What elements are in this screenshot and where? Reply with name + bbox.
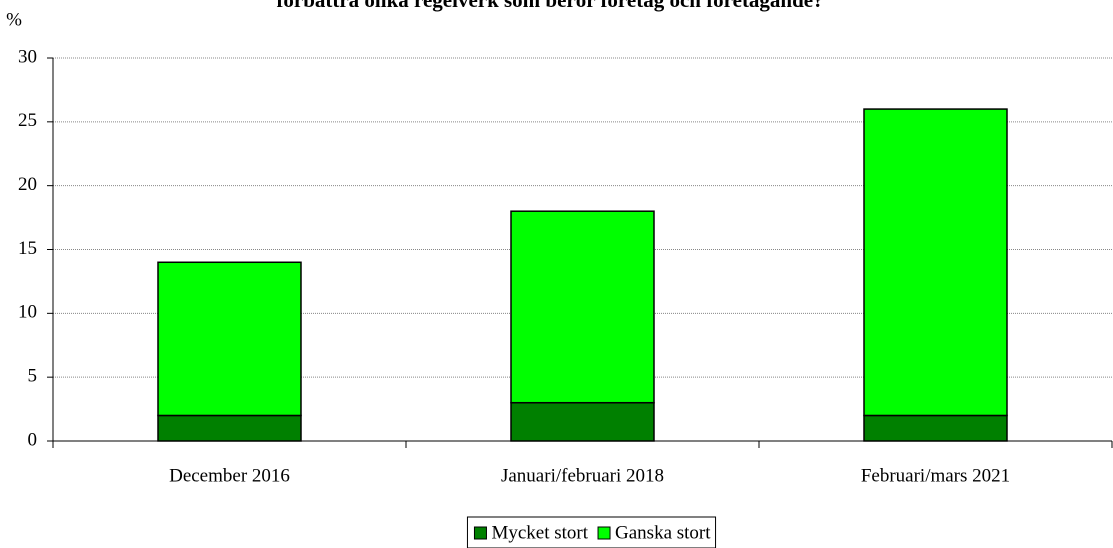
legend: Mycket stort Ganska stort [466, 516, 717, 548]
x-tick-label: Februari/mars 2021 [861, 465, 1010, 486]
y-tick-label: 30 [18, 46, 37, 67]
y-tick-label: 15 [18, 238, 37, 259]
legend-label: Mycket stort [491, 522, 588, 543]
bar-segment [863, 108, 1008, 417]
bar-segment [157, 261, 302, 417]
x-tick-label: December 2016 [169, 465, 290, 486]
y-tick-label: 5 [28, 366, 38, 387]
y-tick-label: 20 [18, 174, 37, 195]
legend-swatch [597, 526, 611, 540]
y-tick-label: 10 [18, 302, 37, 323]
bar-segment [157, 414, 302, 442]
y-axis-label: % [6, 9, 22, 30]
legend-label: Ganska stort [615, 522, 711, 543]
bar-segment [510, 210, 655, 404]
bar-segment [510, 401, 655, 442]
legend-box [466, 516, 717, 548]
bar-segment [863, 414, 1008, 442]
y-tick-label: 25 [18, 110, 37, 131]
chart-title: förbättra olika regelverk som berör före… [276, 0, 823, 12]
y-tick-label: 0 [28, 429, 38, 450]
x-tick-label: Januari/februari 2018 [501, 465, 664, 486]
legend-swatch [473, 526, 487, 540]
